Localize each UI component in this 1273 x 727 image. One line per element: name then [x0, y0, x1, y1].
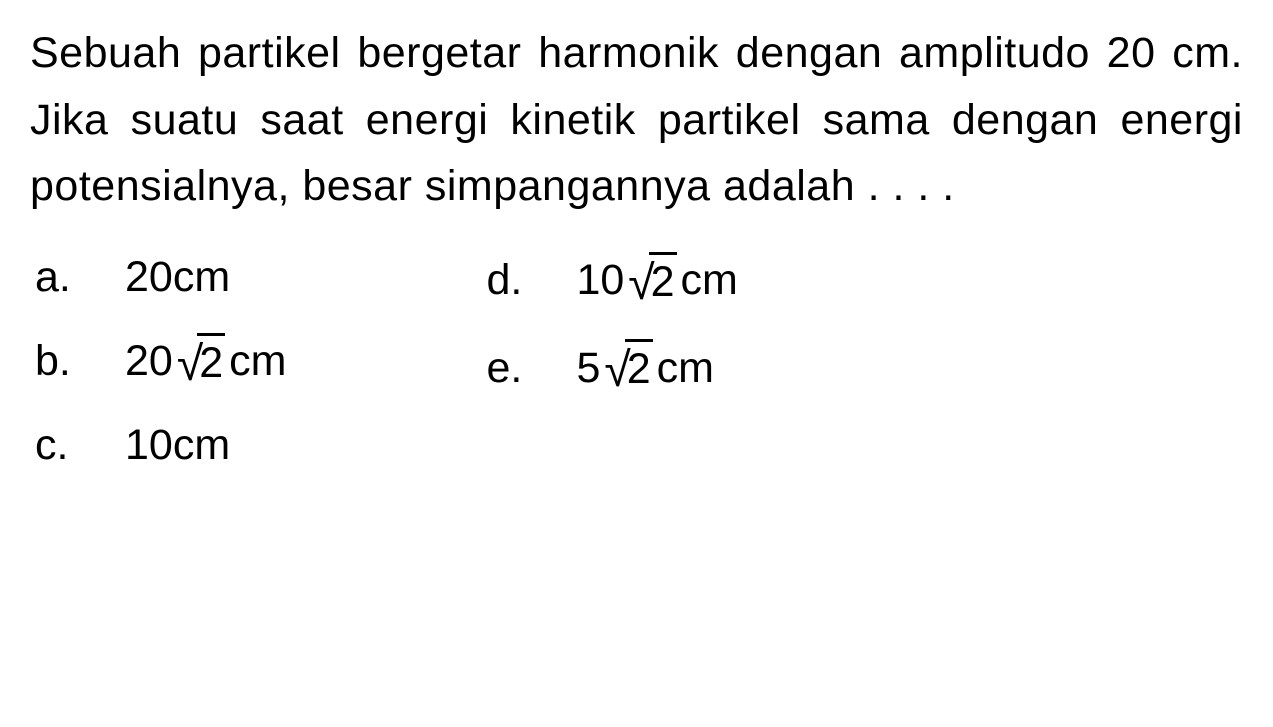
- option-value-c: 10 cm: [125, 418, 230, 474]
- option-a: a. 20 cm: [35, 250, 286, 306]
- option-b: b. 20 √ 2 cm: [35, 331, 286, 393]
- options-column-right: d. 10 √ 2 cm e. 5 √ 2 cm: [486, 250, 737, 474]
- option-c: c. 10 cm: [35, 418, 286, 474]
- option-d: d. 10 √ 2 cm: [486, 250, 737, 312]
- sqrt-d: √ 2: [628, 250, 676, 312]
- options-column-left: a. 20 cm b. 20 √ 2 cm c. 10 cm: [35, 250, 286, 474]
- option-letter-b: b.: [35, 334, 125, 390]
- option-value-e: 5 √ 2 cm: [576, 337, 714, 399]
- option-prefix-c: 10: [125, 418, 173, 474]
- option-value-a: 20 cm: [125, 250, 230, 306]
- sqrt-symbol-icon: √: [177, 334, 203, 396]
- sqrt-symbol-icon: √: [604, 340, 630, 402]
- option-letter-a: a.: [35, 250, 125, 306]
- option-unit-b: cm: [229, 334, 286, 390]
- option-letter-c: c.: [35, 418, 125, 474]
- option-unit-d: cm: [681, 253, 738, 309]
- question-text: Sebuah partikel bergetar harmonik dengan…: [30, 20, 1243, 220]
- option-unit-e: cm: [657, 341, 714, 397]
- option-prefix-d: 10: [576, 253, 624, 309]
- option-e: e. 5 √ 2 cm: [486, 337, 737, 399]
- option-unit-a: cm: [173, 250, 230, 306]
- sqrt-symbol-icon: √: [628, 253, 654, 315]
- option-prefix-e: 5: [576, 341, 600, 397]
- option-letter-e: e.: [486, 341, 576, 397]
- option-prefix-a: 20: [125, 250, 173, 306]
- option-unit-c: cm: [173, 418, 230, 474]
- option-letter-d: d.: [486, 253, 576, 309]
- option-value-b: 20 √ 2 cm: [125, 331, 286, 393]
- sqrt-e: √ 2: [604, 337, 652, 399]
- option-value-d: 10 √ 2 cm: [576, 250, 737, 312]
- option-prefix-b: 20: [125, 334, 173, 390]
- options-container: a. 20 cm b. 20 √ 2 cm c. 10 cm: [30, 250, 1243, 474]
- sqrt-b: √ 2: [177, 331, 225, 393]
